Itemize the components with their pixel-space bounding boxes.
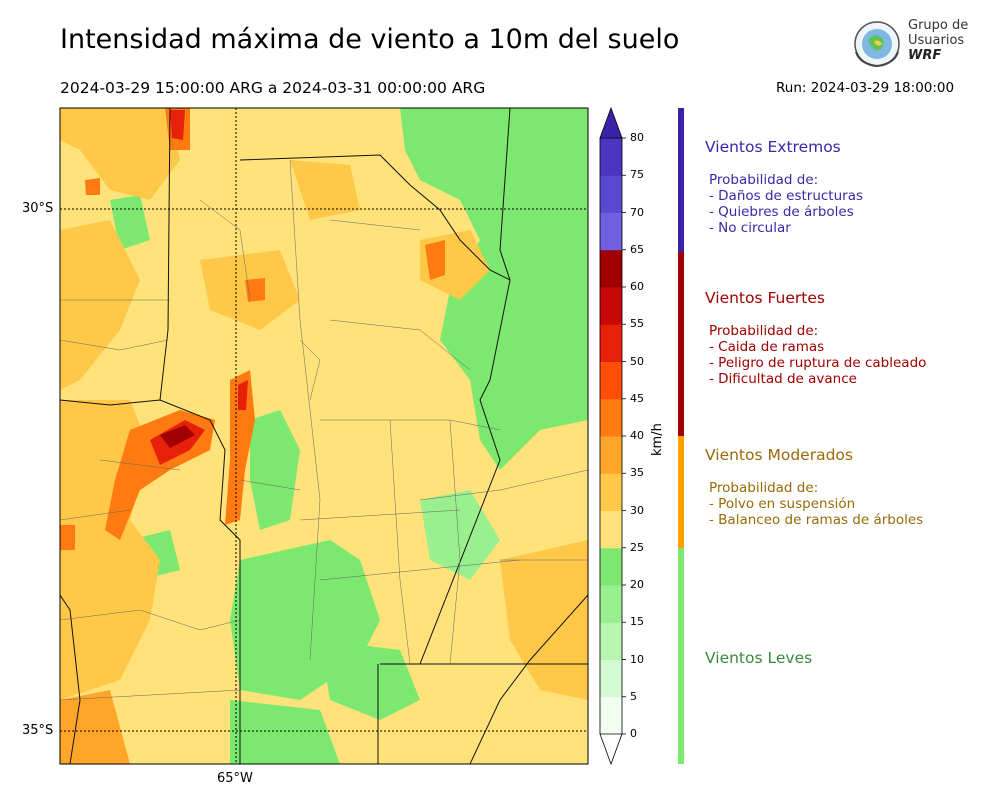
colorbar-tick-label: 5 — [630, 689, 637, 703]
logo-line2: Usuarios — [908, 33, 965, 48]
colorbar-segment — [600, 138, 622, 176]
colorbar-segment — [600, 510, 622, 549]
colorbar-segment — [600, 696, 622, 735]
moderate-title: Vientos Moderados — [705, 446, 853, 464]
colorbar-segment — [600, 585, 622, 623]
colorbar-segment — [600, 287, 622, 325]
lat-label-35s: 35°S — [22, 723, 54, 738]
strong-category-bar — [678, 252, 684, 436]
colorbar-segment — [600, 212, 622, 251]
wind-field — [60, 108, 588, 764]
wrf-group-logo: Grupo de Usuarios WRF — [850, 18, 970, 70]
colorbar-tick-label: 30 — [630, 503, 644, 517]
colorbar-tick-label: 50 — [630, 354, 644, 368]
colorbar — [599, 106, 626, 766]
light-category-bar — [678, 548, 684, 764]
colorbar-tick-label: 75 — [630, 168, 644, 182]
extreme-desc: Probabilidad de: - Daños de estructuras … — [709, 172, 864, 236]
run-time: Run: 2024-03-29 18:00:00 — [776, 80, 955, 96]
colorbar-unit: km/h — [650, 423, 665, 456]
colorbar-segment — [600, 547, 622, 586]
strong-desc: Probabilidad de: - Caida de ramas - Peli… — [709, 323, 927, 387]
colorbar-segment — [600, 324, 622, 362]
colorbar-segment — [600, 473, 622, 511]
colorbar-tick-label: 45 — [630, 391, 644, 405]
colorbar-tick-label: 55 — [630, 317, 644, 331]
colorbar-segment — [600, 361, 622, 400]
moderate-desc: Probabilidad de: - Polvo en suspensión -… — [709, 480, 924, 528]
logo-line1: Grupo de — [908, 18, 969, 33]
colorbar-tick-label: 25 — [630, 540, 644, 554]
lon-label-65w: 65°W — [217, 771, 253, 786]
extreme-category-bar — [678, 108, 684, 252]
colorbar-segment — [600, 398, 622, 437]
colorbar-tick-label: 70 — [630, 205, 644, 219]
colorbar-segment — [600, 249, 622, 288]
globe-icon — [854, 21, 900, 68]
colorbar-max-arrow — [599, 106, 623, 139]
colorbar-tick-label: 15 — [630, 615, 644, 629]
colorbar-segment — [600, 175, 622, 213]
colorbar-tick-label: 60 — [630, 280, 644, 293]
map-title: Intensidad máxima de viento a 10m del su… — [60, 24, 680, 55]
colorbar-segment — [600, 622, 622, 660]
colorbar-tick-label: 80 — [630, 131, 644, 144]
colorbar-tick-label: 10 — [630, 652, 644, 666]
colorbar-segment — [600, 436, 622, 474]
forecast-period: 2024-03-29 15:00:00 ARG a 2024-03-31 00:… — [60, 79, 486, 97]
colorbar-min-arrow — [599, 733, 623, 766]
logo-wrf: WRF — [908, 48, 942, 63]
moderate-category-bar — [678, 436, 684, 548]
colorbar-tick-label: 20 — [630, 578, 644, 591]
light-title: Vientos Leves — [705, 649, 813, 667]
colorbar-tick-label: 40 — [630, 429, 644, 442]
colorbar-segment — [600, 659, 622, 698]
lat-label-30s: 30°S — [22, 201, 54, 216]
strong-title: Vientos Fuertes — [705, 289, 825, 307]
extreme-title: Vientos Extremos — [705, 138, 841, 156]
colorbar-tick-label: 0 — [630, 727, 637, 740]
colorbar-tick-label: 35 — [630, 466, 644, 480]
colorbar-tick-label: 65 — [630, 242, 644, 256]
